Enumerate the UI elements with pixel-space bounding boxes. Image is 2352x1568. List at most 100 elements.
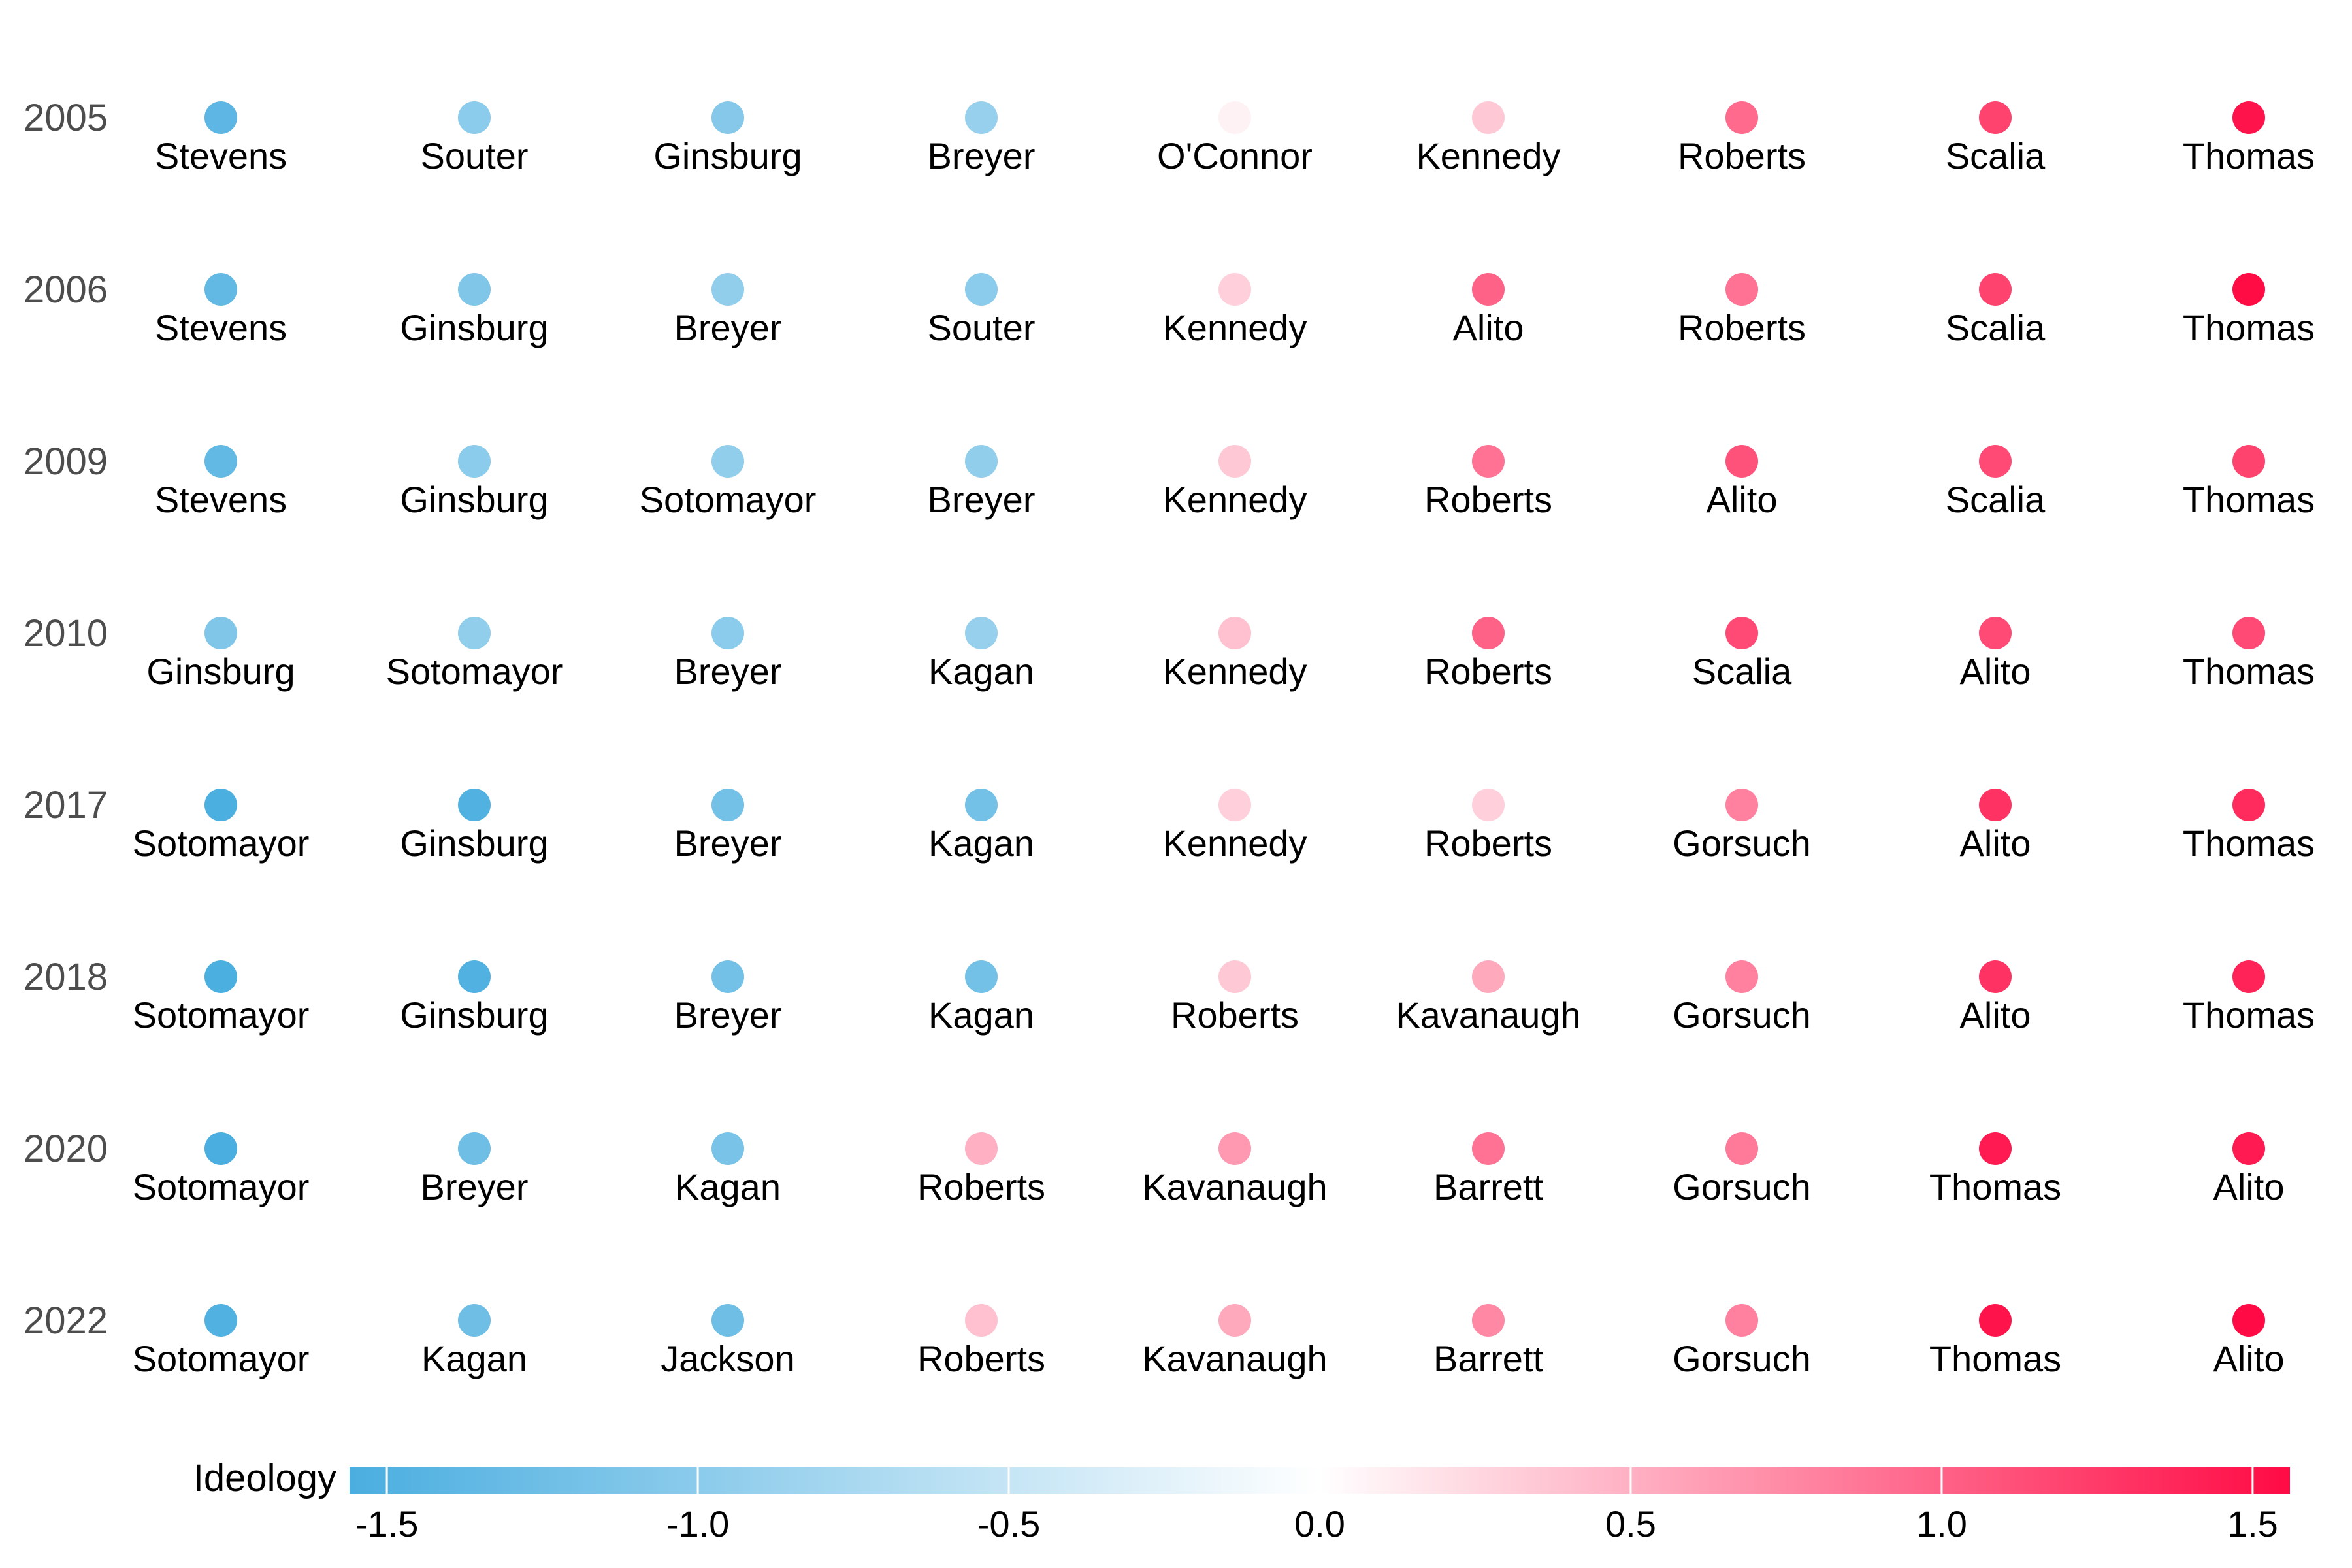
justice-name-label: Thomas <box>2183 479 2315 520</box>
year-label: 2017 <box>24 784 108 826</box>
colorbar-tick-label: -1.5 <box>355 1503 419 1544</box>
justice-name-label: Ginsburg <box>400 307 548 348</box>
justice-name-label: Alito <box>1960 823 2031 864</box>
justice-name-label: Roberts <box>917 1166 1045 1207</box>
justice-name-label: Sotomayor <box>386 651 563 692</box>
colorbar-ticks: -1.5 -1.0 -0.5 0.0 0.5 1.0 1.5 <box>355 1467 2278 1544</box>
justice-dot <box>1725 960 1758 993</box>
justice-name-label: Gorsuch <box>1673 1166 1811 1207</box>
justice-dot <box>458 445 491 478</box>
justice-dot <box>1472 617 1505 649</box>
ideology-colorbar-legend: Ideology -1.5 -1.0 -0.5 0.0 0.5 1.0 1.5 <box>193 1457 2290 1544</box>
justice-name-label: Breyer <box>674 307 782 348</box>
justice-dot <box>2232 273 2265 306</box>
justice-name-label: Sotomayor <box>133 823 310 864</box>
row-2017: 2017 Sotomayor Ginsburg Breyer Kagan Kennedy R… <box>24 784 2315 864</box>
justice-name-label: Breyer <box>928 135 1036 176</box>
justice-name-label: Thomas <box>2183 307 2315 348</box>
justice-dot <box>1472 273 1505 306</box>
justice-name-label: Thomas <box>1929 1338 2061 1379</box>
justice-name-label: Ginsburg <box>146 651 295 692</box>
row-2020: 2020 Sotomayor Breyer Kagan Roberts Kavanaugh… <box>24 1128 2285 1207</box>
justice-dot <box>2232 617 2265 649</box>
justice-name-label: Stevens <box>155 307 287 348</box>
justice-dot <box>1979 273 2012 306</box>
justice-dot <box>965 445 998 478</box>
justice-dot <box>1725 1132 1758 1165</box>
justice-name-label: Barrett <box>1433 1166 1543 1207</box>
justice-dot <box>965 617 998 649</box>
justice-name-label: Ginsburg <box>400 994 548 1036</box>
justice-dot <box>1979 789 2012 821</box>
justice-dot <box>1472 789 1505 821</box>
justice-dot <box>1472 1132 1505 1165</box>
justice-dot <box>458 960 491 993</box>
justice-name-label: Kagan <box>928 651 1034 692</box>
justice-dot <box>458 617 491 649</box>
year-label: 2018 <box>24 956 108 998</box>
year-label: 2010 <box>24 612 108 655</box>
justice-name-label: Kavanaugh <box>1142 1166 1327 1207</box>
justice-dot <box>965 960 998 993</box>
justice-dot <box>204 789 237 821</box>
colorbar-tick-label: 0.5 <box>1605 1503 1656 1544</box>
justice-dot <box>1979 617 2012 649</box>
justice-name-label: Stevens <box>155 135 287 176</box>
justice-name-label: Kennedy <box>1162 479 1307 520</box>
justice-dot <box>711 101 744 134</box>
justice-name-label: Stevens <box>155 479 287 520</box>
justice-dot <box>1725 789 1758 821</box>
justice-dot <box>204 617 237 649</box>
justice-dot <box>1218 101 1251 134</box>
justice-name-label: Roberts <box>1678 135 1806 176</box>
justice-dot <box>1979 445 2012 478</box>
justice-dot <box>965 273 998 306</box>
justice-dot <box>2232 101 2265 134</box>
justice-name-label: Kagan <box>421 1338 527 1379</box>
justice-dot <box>1218 617 1251 649</box>
colorbar-tick-label: 0.0 <box>1294 1503 1345 1544</box>
justice-dot <box>965 1304 998 1337</box>
justice-name-label: Thomas <box>2183 994 2315 1036</box>
justice-dot <box>1725 445 1758 478</box>
justice-name-label: Ginsburg <box>653 135 802 176</box>
justice-dot <box>2232 960 2265 993</box>
justice-name-label: Jackson <box>661 1338 794 1379</box>
justice-dot <box>204 273 237 306</box>
justice-dot <box>1725 273 1758 306</box>
justice-name-label: Ginsburg <box>400 479 548 520</box>
justice-dot <box>2232 1304 2265 1337</box>
justice-name-label: Alito <box>1707 479 1778 520</box>
justice-name-label: Alito <box>2213 1166 2285 1207</box>
justice-dot <box>458 789 491 821</box>
justice-dot <box>2232 445 2265 478</box>
justice-name-label: Kennedy <box>1162 651 1307 692</box>
justice-name-label: Thomas <box>2183 651 2315 692</box>
justice-name-label: Scalia <box>1946 307 2046 348</box>
justice-name-label: Alito <box>1453 307 1524 348</box>
justice-dot <box>1218 273 1251 306</box>
row-2018: 2018 Sotomayor Ginsburg Breyer Kagan Roberts K… <box>24 956 2315 1036</box>
colorbar-tick-label: -1.0 <box>666 1503 730 1544</box>
justice-name-label: Sotomayor <box>133 1338 310 1379</box>
colorbar-tick-label: 1.5 <box>2227 1503 2278 1544</box>
justice-dot <box>1472 445 1505 478</box>
justice-dot <box>1979 1304 2012 1337</box>
justice-dot <box>458 273 491 306</box>
justice-dot <box>1472 960 1505 993</box>
justice-dot <box>1725 1304 1758 1337</box>
justice-dot <box>1979 1132 2012 1165</box>
justice-dot <box>204 960 237 993</box>
row-2009: 2009 Stevens Ginsburg Sotomayor Breyer Kenned… <box>24 440 2315 520</box>
justice-dot <box>204 445 237 478</box>
justice-dot <box>965 789 998 821</box>
justice-name-label: Souter <box>421 135 529 176</box>
justice-dot <box>1725 617 1758 649</box>
justice-name-label: Alito <box>1960 651 2031 692</box>
justice-name-label: Kennedy <box>1162 823 1307 864</box>
justice-name-label: Gorsuch <box>1673 823 1811 864</box>
justice-name-label: Alito <box>2213 1338 2285 1379</box>
justice-name-label: Kavanaugh <box>1396 994 1580 1036</box>
justice-dot <box>711 789 744 821</box>
